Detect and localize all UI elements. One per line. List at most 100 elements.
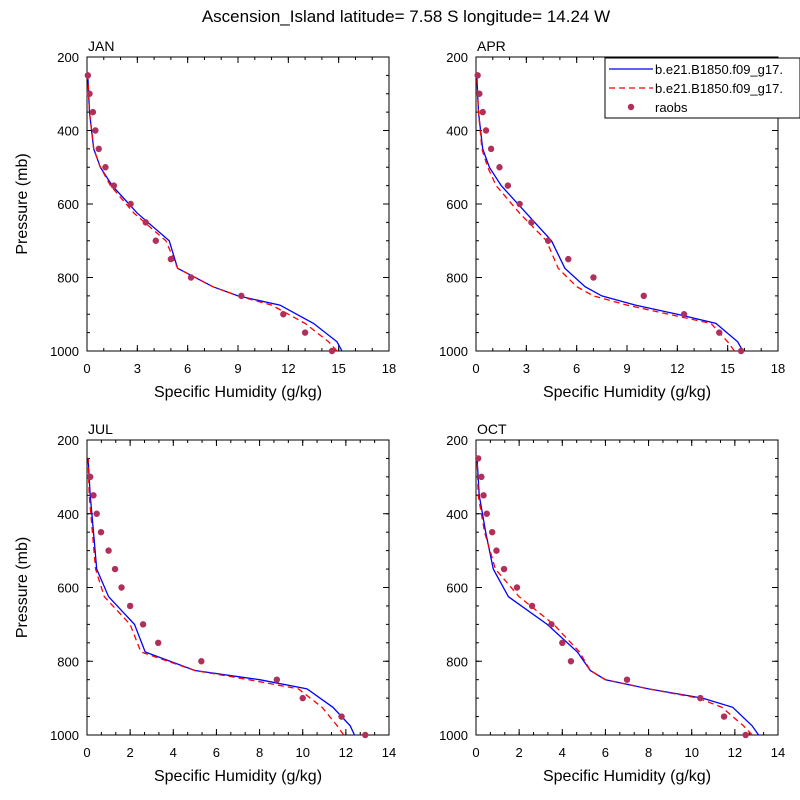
raobs-point bbox=[95, 145, 102, 153]
panel-jul: JUL 0 2 4 6 8 10 12 14 200 400 600 800 1000 Specific H… bbox=[14, 421, 396, 785]
legend-label: b.e21.B1850.f09_g17. bbox=[655, 81, 783, 96]
raobs-point bbox=[716, 329, 723, 336]
x-tick-label: 15 bbox=[331, 361, 345, 376]
raobs-point bbox=[737, 347, 745, 355]
x-tick-label: 12 bbox=[339, 745, 353, 760]
raobs-point bbox=[488, 528, 496, 536]
raobs-point bbox=[474, 72, 481, 79]
raobs-point bbox=[565, 255, 572, 263]
x-tick-label: 6 bbox=[184, 361, 191, 376]
raobs-point bbox=[93, 510, 100, 517]
raobs-point bbox=[105, 547, 112, 554]
raobs-point bbox=[697, 694, 704, 702]
y-tick-label: 200 bbox=[57, 433, 79, 448]
x-tick-label: 12 bbox=[281, 361, 295, 376]
y-axis-label: Pressure (mb) bbox=[14, 537, 31, 638]
y-tick-label: 600 bbox=[57, 581, 79, 596]
raobs-point bbox=[86, 90, 93, 97]
x-tick-label: 2 bbox=[127, 745, 134, 760]
x-tick-label: 0 bbox=[83, 361, 90, 376]
x-tick-label: 0 bbox=[472, 361, 479, 376]
raobs-point bbox=[198, 658, 205, 665]
legend-label: b.e21.B1850.f09_g17. bbox=[655, 62, 783, 77]
x-tick-label: 6 bbox=[602, 745, 609, 760]
plot-frame bbox=[86, 439, 390, 736]
figure-title: Ascension_Island latitude= 7.58 S longit… bbox=[202, 7, 610, 26]
panel-label: JAN bbox=[88, 38, 114, 54]
raobs-point bbox=[362, 731, 369, 739]
panel-label: JUL bbox=[88, 421, 113, 437]
x-tick-label: 18 bbox=[771, 361, 785, 376]
raobs-point bbox=[301, 329, 309, 336]
raobs-point bbox=[513, 584, 521, 591]
y-tick-label: 800 bbox=[446, 654, 468, 669]
series-line-dashed bbox=[476, 458, 753, 736]
legend: b.e21.B1850.f09_g17. b.e21.B1850.f09_g17.… bbox=[604, 57, 800, 119]
series-line-solid bbox=[87, 458, 356, 736]
x-tick-label: 8 bbox=[645, 745, 652, 760]
raobs-point bbox=[238, 292, 245, 300]
raobs-point bbox=[126, 602, 134, 610]
raobs-point bbox=[480, 492, 487, 499]
raobs-point bbox=[84, 72, 92, 79]
raobs-point bbox=[528, 602, 536, 610]
y-tick-label: 1000 bbox=[439, 728, 468, 743]
raobs-point bbox=[187, 274, 195, 281]
raobs-point bbox=[87, 473, 94, 481]
x-tick-label: 3 bbox=[523, 361, 530, 376]
raobs-point bbox=[559, 639, 566, 647]
raobs-point bbox=[482, 127, 490, 134]
legend-label: raobs bbox=[655, 100, 688, 115]
raobs-point bbox=[89, 108, 97, 116]
raobs-point bbox=[516, 200, 523, 208]
raobs-point bbox=[338, 713, 345, 720]
x-axis-label: Specific Humidity (g/kg) bbox=[154, 384, 322, 401]
x-tick-label: 6 bbox=[213, 745, 220, 760]
x-tick-label: 3 bbox=[134, 361, 141, 376]
x-axis-label: Specific Humidity (g/kg) bbox=[154, 768, 322, 785]
raobs-point bbox=[496, 164, 503, 171]
panel-label: OCT bbox=[477, 421, 507, 437]
raobs-point bbox=[110, 182, 118, 189]
x-tick-label: 14 bbox=[771, 745, 785, 760]
x-tick-label: 10 bbox=[684, 745, 698, 760]
raobs-point bbox=[567, 658, 575, 665]
raobs-point bbox=[504, 182, 512, 189]
panel-label: APR bbox=[477, 38, 506, 54]
y-tick-label: 400 bbox=[446, 124, 468, 139]
raobs-point bbox=[478, 473, 485, 481]
x-tick-label: 4 bbox=[170, 745, 177, 760]
raobs-point bbox=[90, 492, 97, 499]
series-line-dashed bbox=[87, 75, 338, 352]
raobs-point bbox=[483, 510, 490, 517]
x-tick-label: 0 bbox=[472, 745, 479, 760]
x-tick-label: 15 bbox=[720, 361, 734, 376]
legend-box bbox=[604, 57, 800, 119]
raobs-point bbox=[493, 547, 500, 554]
y-tick-label: 400 bbox=[446, 507, 468, 522]
raobs-point bbox=[142, 219, 149, 226]
x-tick-label: 2 bbox=[516, 745, 523, 760]
series-line-dashed bbox=[476, 75, 735, 352]
raobs-point bbox=[127, 200, 134, 208]
raobs-point bbox=[548, 621, 555, 628]
y-tick-label: 1000 bbox=[50, 344, 79, 359]
raobs-point bbox=[154, 639, 162, 647]
raobs-point bbox=[273, 676, 281, 683]
raobs-point bbox=[280, 311, 287, 318]
x-tick-label: 10 bbox=[295, 745, 309, 760]
raobs-point bbox=[623, 676, 631, 683]
plot-frame bbox=[475, 439, 779, 736]
y-tick-label: 1000 bbox=[50, 728, 79, 743]
x-tick-label: 6 bbox=[573, 361, 580, 376]
y-tick-label: 200 bbox=[446, 433, 468, 448]
raobs-point bbox=[118, 584, 125, 591]
raobs-point bbox=[544, 237, 552, 244]
y-axis-label: Pressure (mb) bbox=[14, 153, 31, 254]
raobs-point bbox=[97, 528, 105, 536]
x-axis-label: Specific Humidity (g/kg) bbox=[543, 768, 711, 785]
raobs-point bbox=[720, 713, 728, 720]
raobs-point bbox=[590, 274, 597, 281]
raobs-point bbox=[139, 621, 147, 628]
x-tick-label: 8 bbox=[256, 745, 263, 760]
